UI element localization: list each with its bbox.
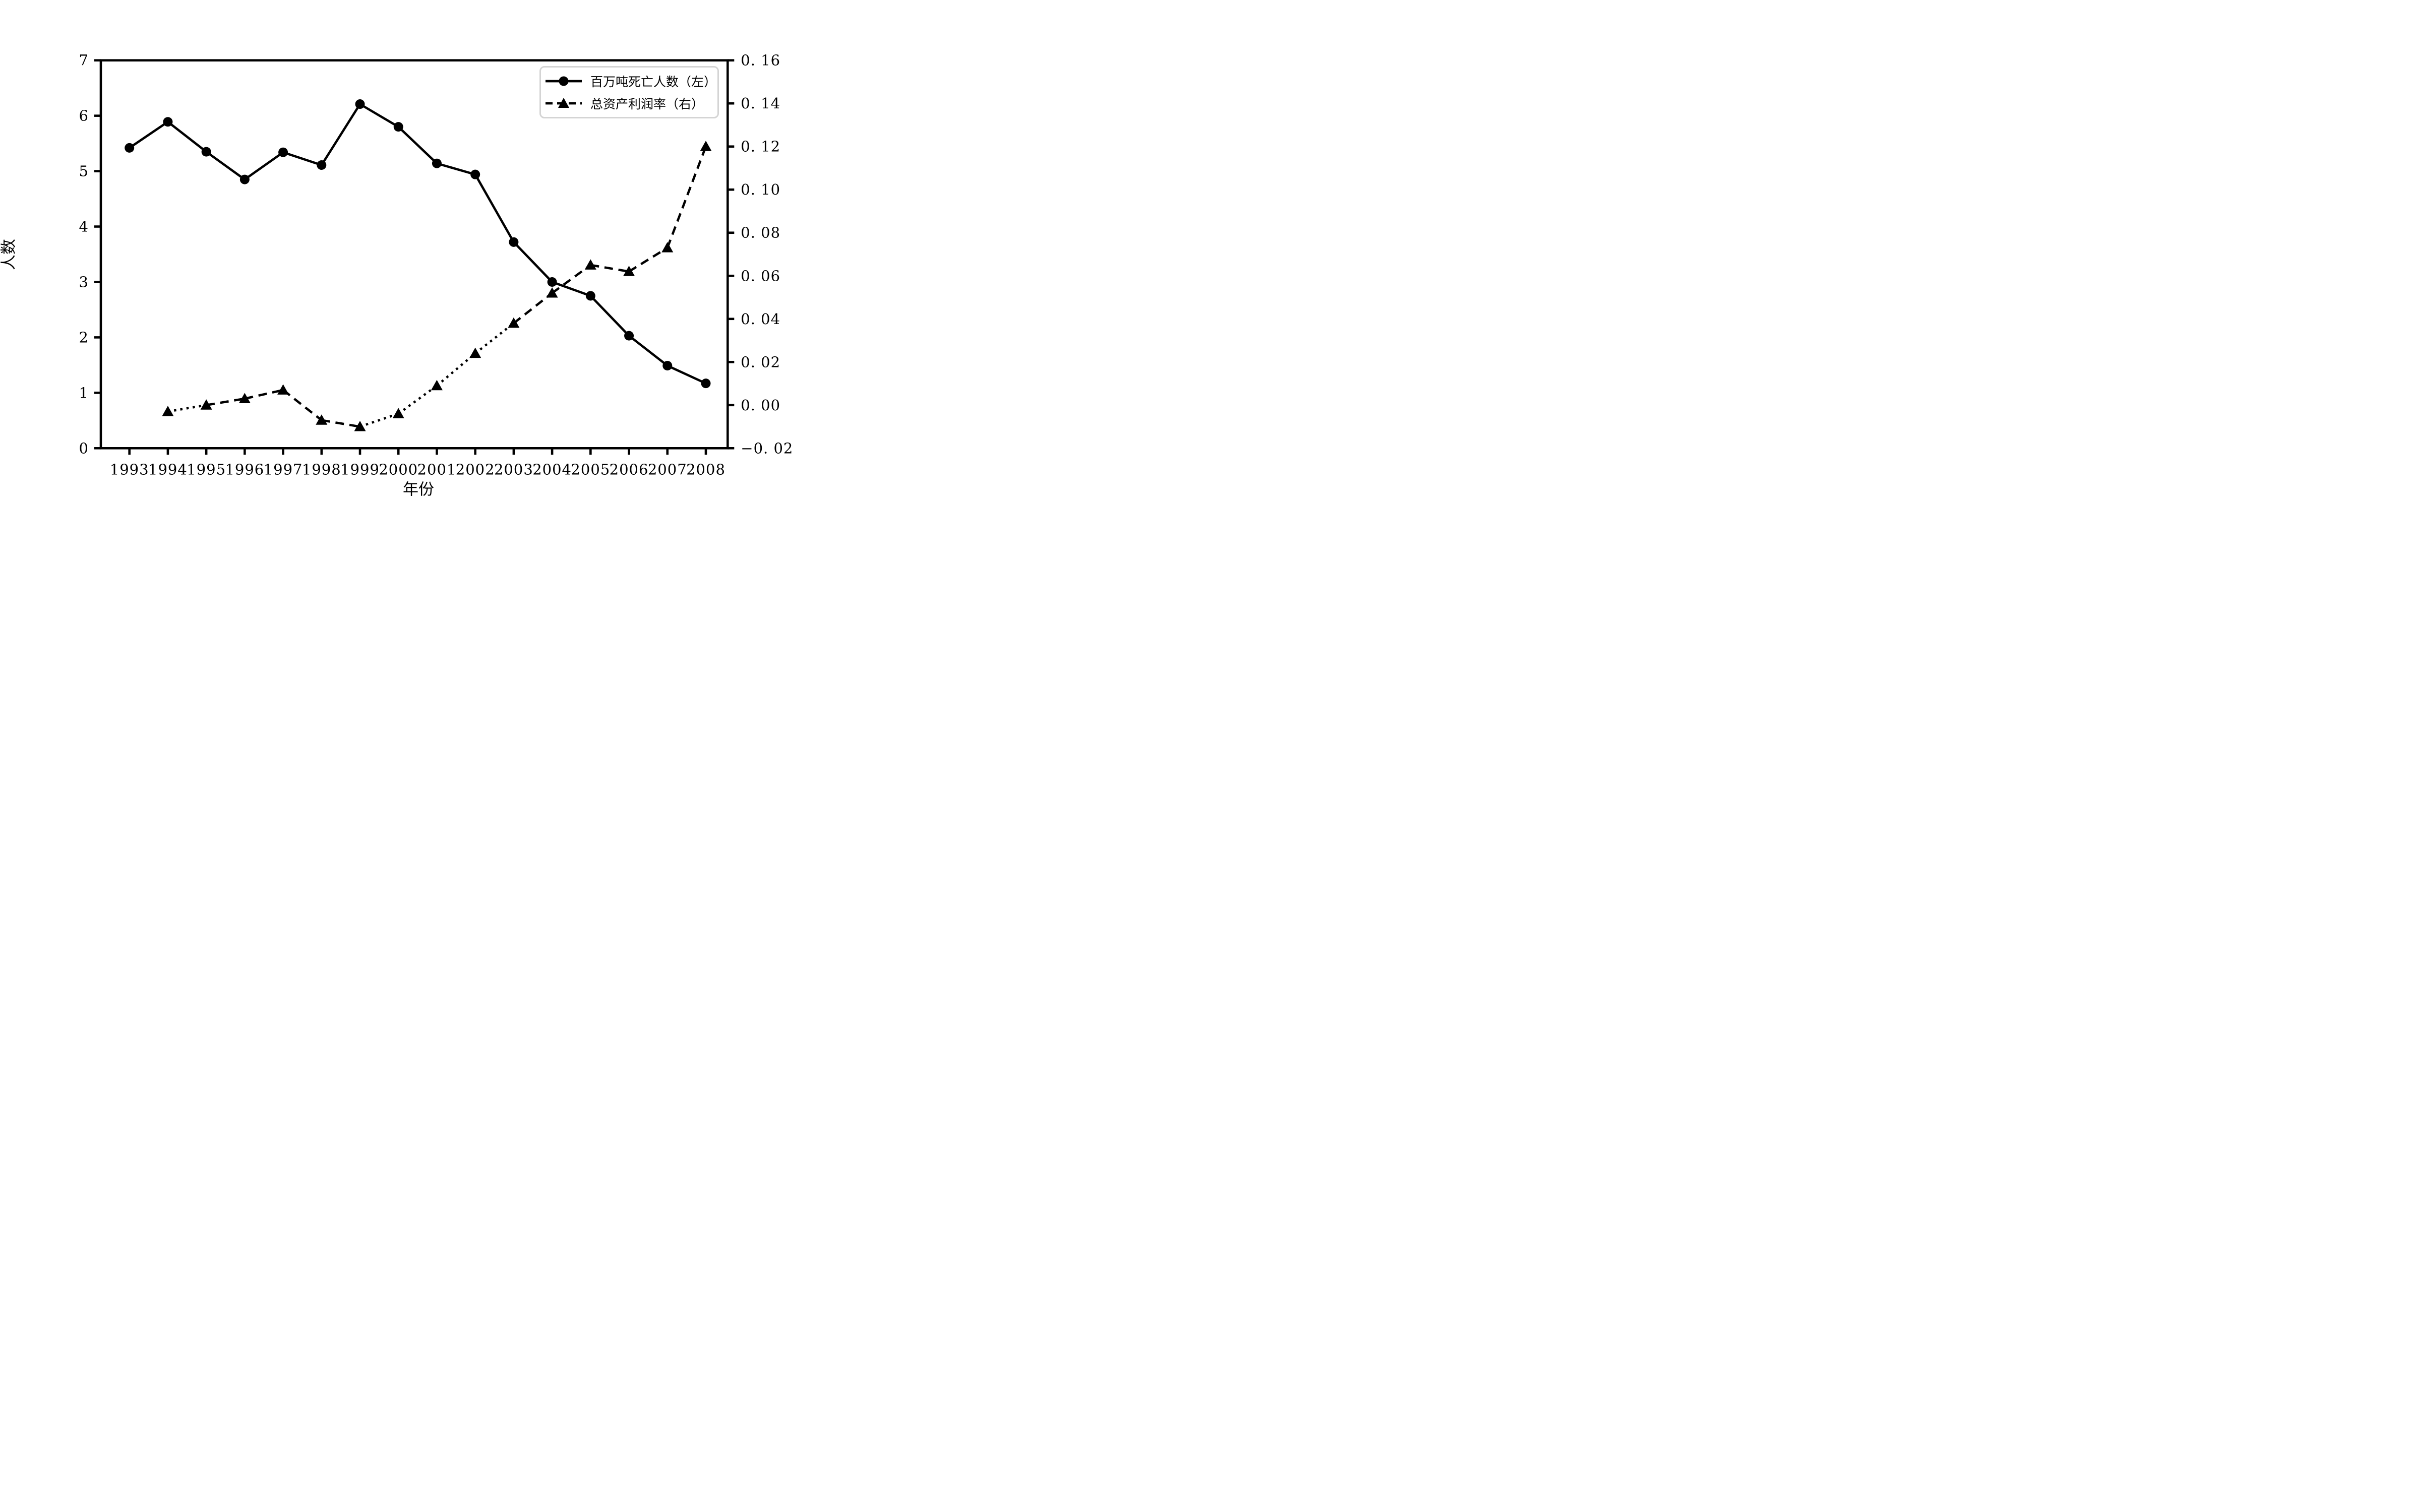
- y-axis-label-left: 人数: [0, 239, 18, 270]
- deaths-point-2000: [393, 122, 403, 132]
- roa-segment-dashed: [666, 146, 707, 248]
- roa-segment-dashed: [321, 419, 360, 428]
- roa-point-1995: [200, 399, 212, 410]
- roa-point-2005: [584, 259, 596, 270]
- roa-segment-dotted: [167, 404, 207, 413]
- x-tick-label: 1995: [187, 461, 226, 478]
- x-tick-label: 1997: [264, 461, 303, 478]
- x-tick-label: 2007: [648, 461, 687, 478]
- x-tick-label: 1998: [302, 461, 341, 478]
- y-left-tick-label: 1: [79, 384, 89, 401]
- deaths-markers: [125, 99, 711, 389]
- deaths-point-2001: [432, 158, 442, 168]
- deaths-point-2008: [701, 379, 711, 389]
- x-tick-label: 2004: [532, 461, 572, 478]
- roa-segment-dashed: [282, 389, 323, 421]
- roa-segment-dotted: [359, 412, 399, 428]
- legend: 百万吨死亡人数（左） 总资产利润率（右）: [539, 66, 719, 118]
- x-axis-label: 年份: [403, 480, 434, 499]
- deaths-point-1993: [125, 143, 135, 153]
- roa-point-2006: [623, 266, 635, 276]
- x-tick-label: 1993: [110, 461, 149, 478]
- roa-segment-dashed: [628, 246, 668, 273]
- deaths-point-1998: [317, 160, 327, 170]
- x-tick-label: 2003: [494, 461, 533, 478]
- deaths-line: [129, 103, 706, 385]
- y-left-tick-label: 0: [79, 439, 89, 457]
- roa-point-2003: [508, 317, 520, 328]
- x-tick-label: 1996: [225, 461, 264, 478]
- roa-segment-dashed: [513, 292, 553, 325]
- x-tick-label: 1999: [340, 461, 380, 478]
- y-right-tick-label: 0. 10: [741, 181, 780, 198]
- roa-point-2002: [469, 347, 481, 358]
- roa-point-2008: [700, 141, 712, 151]
- y-right-tick-label: 0. 16: [741, 52, 780, 69]
- y-right-tick-label: 0. 12: [741, 138, 780, 155]
- x-tick-label: 2006: [610, 461, 649, 478]
- y-right-tick-label: −0. 02: [741, 439, 793, 457]
- deaths-point-2002: [470, 169, 480, 179]
- roa-segment-dotted: [436, 352, 476, 387]
- roa-markers: [162, 141, 712, 431]
- legend-item-roa: 总资产利润率（右）: [544, 92, 714, 114]
- deaths-point-2007: [662, 360, 673, 370]
- x-tick-label: 2000: [379, 461, 418, 478]
- roa-point-1999: [354, 421, 366, 431]
- y-left-tick-label: 7: [79, 52, 89, 69]
- y-right-tick-label: 0. 02: [741, 353, 780, 370]
- roa-segment-dashed: [590, 264, 629, 273]
- dual-axis-line-chart: 0 1 2 3 4 5 6 7 0. 16 0. 14 0. 12 0. 10 0. 08 0. 06 0.…: [79, 52, 793, 478]
- x-tick-label: 2001: [417, 461, 457, 478]
- legend-swatch-dashed-triangle-line: [546, 98, 582, 108]
- roa-point-2004: [546, 287, 558, 298]
- roa-point-2000: [392, 408, 404, 418]
- legend-label-roa: 总资产利润率（右）: [590, 97, 704, 112]
- y-left-tick-label: 5: [79, 163, 89, 180]
- y-left-tick-label: 6: [79, 107, 89, 124]
- deaths-point-2005: [585, 291, 595, 301]
- legend-label-deaths: 百万吨死亡人数（左）: [590, 74, 717, 89]
- deaths-point-1994: [163, 117, 173, 127]
- y-right-tick-label: 0. 14: [741, 95, 780, 112]
- ticks: [94, 59, 735, 455]
- x-tick-label: 2008: [686, 461, 725, 478]
- roa-segment-dashed: [206, 397, 245, 407]
- x-tick-label: 1994: [148, 461, 188, 478]
- deaths-point-1996: [239, 174, 250, 184]
- roa-point-2007: [661, 242, 674, 253]
- roa-segment-dashed: [551, 264, 591, 294]
- deaths-point-1999: [355, 99, 365, 109]
- roa-segment-dashed: [244, 389, 284, 400]
- roa-point-1997: [277, 384, 289, 395]
- y-left-tick-label: 2: [79, 329, 89, 346]
- roa-segment-dotted: [474, 322, 515, 354]
- y-right-tick-label: 0. 04: [741, 310, 780, 328]
- x-tick-label: 2005: [571, 461, 610, 478]
- legend-item-deaths: 百万吨死亡人数（左）: [544, 70, 717, 92]
- y-right-tick-label: 0. 08: [741, 224, 780, 241]
- roa-point-1998: [316, 414, 328, 425]
- plot-border: [99, 59, 729, 450]
- deaths-point-2004: [547, 277, 557, 287]
- tick-labels: 0 1 2 3 4 5 6 7 0. 16 0. 14 0. 12 0. 10 0. 08 0. 06 0.…: [79, 52, 793, 478]
- y-right-tick-label: 0. 06: [741, 267, 780, 284]
- deaths-point-2006: [624, 331, 634, 341]
- y-left-tick-label: 4: [79, 218, 89, 235]
- legend-swatch-solid-circle-line: [546, 76, 582, 86]
- deaths-point-1995: [201, 147, 211, 157]
- y-right-tick-label: 0. 00: [741, 397, 780, 414]
- roa-point-2001: [431, 380, 443, 391]
- deaths-point-1997: [278, 147, 288, 157]
- roa-point-1996: [238, 393, 251, 403]
- roa-point-1994: [162, 406, 174, 416]
- figure: 0 1 2 3 4 5 6 7 0. 16 0. 14 0. 12 0. 10 0. 08 0. 06 0.…: [0, 0, 807, 504]
- deaths-point-2003: [509, 237, 519, 247]
- roa-line: [167, 146, 707, 428]
- x-tick-label: 2002: [456, 461, 495, 478]
- y-left-tick-label: 3: [79, 273, 89, 290]
- roa-segment-dotted: [397, 385, 438, 415]
